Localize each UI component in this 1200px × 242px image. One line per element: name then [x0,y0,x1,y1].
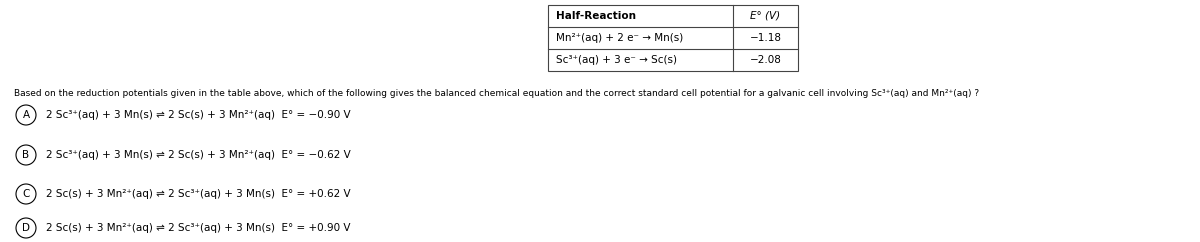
Text: Based on the reduction potentials given in the table above, which of the followi: Based on the reduction potentials given … [14,89,979,98]
Circle shape [16,184,36,204]
Text: 2 Sc³⁺(aq) + 3 Mn(s) ⇌ 2 Sc(s) + 3 Mn²⁺(aq)  E° = −0.90 V: 2 Sc³⁺(aq) + 3 Mn(s) ⇌ 2 Sc(s) + 3 Mn²⁺(… [46,110,350,120]
Text: A: A [23,110,30,120]
Text: Sc³⁺(aq) + 3 e⁻ → Sc(s): Sc³⁺(aq) + 3 e⁻ → Sc(s) [556,55,677,65]
Circle shape [16,218,36,238]
Circle shape [16,105,36,125]
Text: B: B [23,150,30,160]
Circle shape [16,145,36,165]
Text: 2 Sc(s) + 3 Mn²⁺(aq) ⇌ 2 Sc³⁺(aq) + 3 Mn(s)  E° = +0.62 V: 2 Sc(s) + 3 Mn²⁺(aq) ⇌ 2 Sc³⁺(aq) + 3 Mn… [46,189,350,199]
Text: −1.18: −1.18 [750,33,781,43]
Text: −2.08: −2.08 [750,55,781,65]
Text: D: D [22,223,30,233]
Text: C: C [23,189,30,199]
Text: Mn²⁺(aq) + 2 e⁻ → Mn(s): Mn²⁺(aq) + 2 e⁻ → Mn(s) [556,33,683,43]
Text: 2 Sc(s) + 3 Mn²⁺(aq) ⇌ 2 Sc³⁺(aq) + 3 Mn(s)  E° = +0.90 V: 2 Sc(s) + 3 Mn²⁺(aq) ⇌ 2 Sc³⁺(aq) + 3 Mn… [46,223,350,233]
Text: 2 Sc³⁺(aq) + 3 Mn(s) ⇌ 2 Sc(s) + 3 Mn²⁺(aq)  E° = −0.62 V: 2 Sc³⁺(aq) + 3 Mn(s) ⇌ 2 Sc(s) + 3 Mn²⁺(… [46,150,350,160]
Text: E° (V): E° (V) [750,11,780,21]
Bar [548,5,798,71]
Text: Half-Reaction: Half-Reaction [556,11,636,21]
